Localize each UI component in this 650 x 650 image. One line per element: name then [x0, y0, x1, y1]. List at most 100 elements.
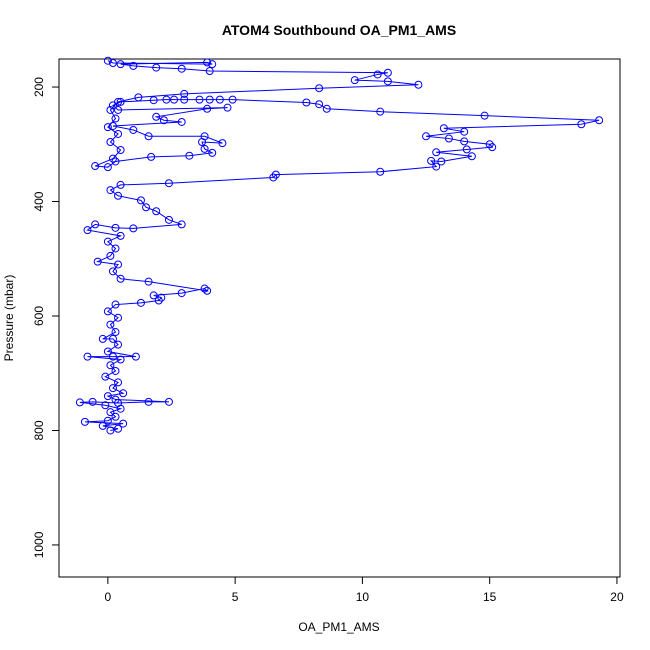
data-point	[116, 146, 125, 155]
data-point	[111, 300, 120, 309]
data-point	[149, 96, 158, 105]
data-point	[177, 117, 186, 126]
data-point	[376, 167, 385, 176]
data-point	[170, 95, 179, 104]
data-point	[177, 64, 186, 73]
data-point	[315, 84, 324, 93]
data-point	[131, 352, 140, 361]
data-line	[79, 60, 600, 431]
x-tick-label: 10	[356, 590, 370, 604]
data-point	[106, 105, 115, 114]
y-tick-label: 600	[32, 306, 46, 326]
data-point	[177, 289, 186, 298]
data-point	[180, 89, 189, 98]
data-point	[271, 170, 280, 179]
data-point	[108, 59, 117, 68]
data-point	[83, 226, 92, 235]
data-point	[462, 145, 471, 154]
data-point	[114, 105, 123, 114]
data-point	[98, 334, 107, 343]
data-point	[383, 68, 392, 77]
data-point	[116, 97, 125, 106]
data-point	[269, 173, 278, 182]
data-point	[376, 107, 385, 116]
data-point	[111, 114, 120, 123]
data-point	[134, 93, 143, 102]
data-point	[129, 61, 138, 70]
data-point	[114, 424, 123, 433]
chart-title: ATOM4 Southbound OA_PM1_AMS	[222, 22, 456, 38]
data-point	[228, 95, 237, 104]
x-axis-label: OA_PM1_AMS	[298, 620, 379, 634]
data-point	[106, 426, 115, 435]
data-point	[106, 137, 115, 146]
data-point	[98, 421, 107, 430]
data-point	[427, 156, 436, 165]
data-point	[108, 352, 117, 361]
data-point	[177, 220, 186, 229]
data-point	[108, 384, 117, 393]
data-point	[198, 137, 207, 146]
data-point	[152, 207, 161, 216]
data-point	[200, 284, 209, 293]
data-point	[203, 58, 212, 67]
data-point	[116, 60, 125, 69]
data-point	[460, 127, 469, 136]
x-tick-label: 20	[610, 590, 624, 604]
data-point	[91, 220, 100, 229]
data-point	[108, 154, 117, 163]
data-point	[93, 257, 102, 266]
data-point	[114, 191, 123, 200]
data-point	[108, 334, 117, 343]
data-point	[315, 100, 324, 109]
x-tick-label: 5	[232, 590, 239, 604]
data-point	[116, 355, 125, 364]
data-point	[111, 223, 120, 232]
y-tick-label: 200	[32, 77, 46, 97]
data-point	[103, 347, 112, 356]
data-point	[322, 104, 331, 113]
data-point	[152, 63, 161, 72]
data-point	[595, 116, 604, 125]
data-point	[437, 157, 446, 166]
data-point	[144, 397, 153, 406]
data-point	[162, 95, 171, 104]
data-point	[444, 134, 453, 143]
data-point	[119, 389, 128, 398]
data-point	[164, 397, 173, 406]
data-point	[106, 320, 115, 329]
data-point	[218, 139, 227, 148]
data-point	[91, 162, 100, 171]
data-point	[154, 296, 163, 305]
data-point	[111, 395, 120, 404]
data-point	[83, 352, 92, 361]
data-point	[480, 111, 489, 120]
data-point	[208, 60, 217, 69]
data-point	[103, 237, 112, 246]
data-point	[205, 67, 214, 76]
data-point	[103, 123, 112, 132]
data-point	[106, 361, 115, 370]
data-point	[75, 398, 84, 407]
data-point	[114, 260, 123, 269]
data-point	[111, 412, 120, 421]
data-point	[215, 95, 224, 104]
data-point	[116, 231, 125, 240]
data-point	[157, 293, 166, 302]
data-point	[488, 143, 497, 152]
data-point	[302, 98, 311, 107]
data-point	[111, 157, 120, 166]
data-point	[439, 124, 448, 133]
data-point	[208, 148, 217, 157]
data-point	[80, 417, 89, 426]
data-point	[116, 274, 125, 283]
data-point	[460, 137, 469, 146]
data-point	[147, 152, 156, 161]
x-tick-label: 0	[105, 590, 112, 604]
data-point	[180, 95, 189, 104]
data-point	[106, 251, 115, 260]
data-point	[203, 104, 212, 113]
data-point	[152, 112, 161, 121]
data-point	[149, 291, 158, 300]
